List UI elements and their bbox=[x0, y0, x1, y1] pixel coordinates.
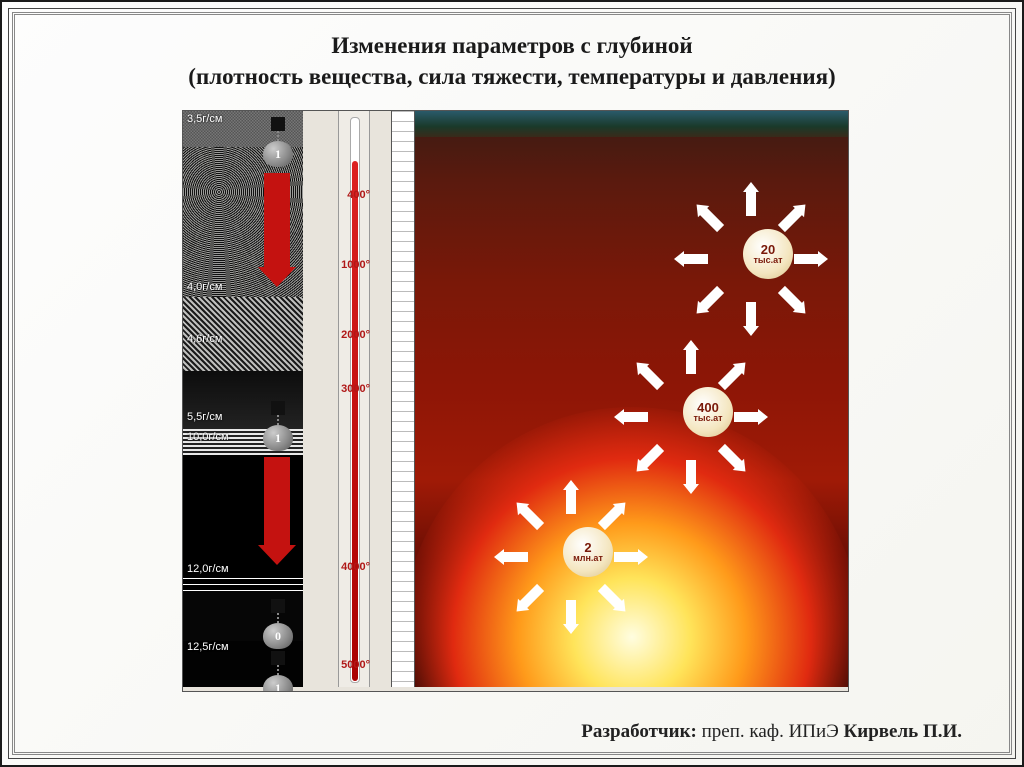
thermometer-tube bbox=[350, 117, 360, 683]
density-label: 12,0г/см bbox=[187, 563, 229, 575]
density-column: 3,5г/см 4,0г/см 4,6г/см 5,5г/см 10,0г/см 12,0… bbox=[183, 111, 303, 687]
pressure-marker: 400тыс.ат bbox=[665, 369, 751, 455]
footer-credit: Разработчик: преп. каф. ИПиЭ Кирвель П.И… bbox=[581, 721, 962, 743]
earth-depth-diagram: 3,5г/см 4,0г/см 4,6г/см 5,5г/см 10,0г/см 12,0… bbox=[182, 110, 849, 692]
temperature-tick: 2000° bbox=[341, 329, 370, 341]
temperature-tick: 3000° bbox=[341, 383, 370, 395]
density-label: 4,6г/см bbox=[187, 333, 222, 345]
gravity-weight-icon: 1 bbox=[261, 651, 295, 691]
thermometer-fluid bbox=[352, 161, 358, 681]
density-label: 12,5г/см bbox=[187, 641, 229, 653]
temperature-tick: 4000° bbox=[341, 561, 370, 573]
pressure-marker: 2млн.ат bbox=[545, 509, 631, 595]
slide-title: Изменения параметров с глубиной (плотнос… bbox=[2, 30, 1022, 92]
gravity-weight-icon: 1 bbox=[261, 117, 295, 157]
title-line-1: Изменения параметров с глубиной bbox=[331, 33, 692, 58]
surface-crust bbox=[415, 111, 848, 137]
gravity-arrow bbox=[264, 173, 290, 269]
footer-name: Кирвель П.И. bbox=[844, 721, 963, 742]
gravity-weight-icon: 0 bbox=[261, 599, 295, 639]
pressure-marker: 20тыс.ат bbox=[725, 211, 811, 297]
depth-scale-column bbox=[391, 111, 415, 687]
temperature-tick: 400° bbox=[347, 189, 370, 201]
title-line-2: (плотность вещества, сила тяжести, темпе… bbox=[188, 64, 835, 89]
density-label: 4,0г/см bbox=[187, 281, 222, 293]
footer-label: Разработчик: bbox=[581, 721, 697, 742]
gravity-arrow bbox=[264, 457, 290, 547]
temperature-tick: 1000° bbox=[341, 259, 370, 271]
density-label: 10,0г/см bbox=[187, 431, 229, 443]
density-label: 5,5г/см bbox=[187, 411, 222, 423]
mantle-cross-section: 20тыс.ат 400тыс.ат 2млн.ат bbox=[415, 111, 848, 687]
slide-frame: Изменения параметров с глубиной (плотнос… bbox=[0, 0, 1024, 767]
gravity-weight-icon: 1 bbox=[261, 401, 295, 441]
density-band bbox=[183, 573, 303, 591]
temperature-tick: 5000° bbox=[341, 659, 370, 671]
density-label: 3,5г/см bbox=[187, 113, 222, 125]
footer-text: преп. каф. ИПиЭ bbox=[697, 721, 844, 742]
